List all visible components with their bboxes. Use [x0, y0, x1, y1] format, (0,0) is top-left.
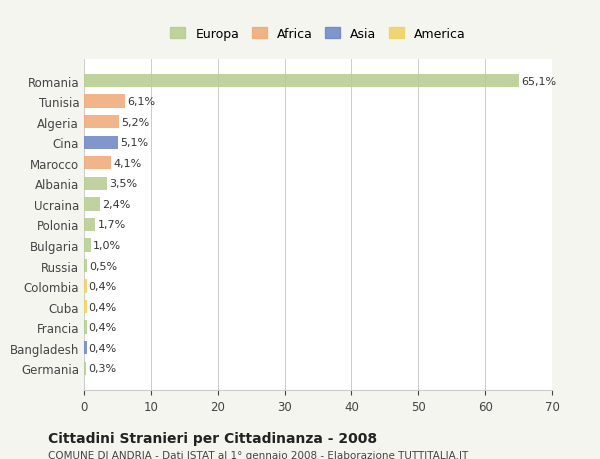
- Bar: [84, 116, 119, 129]
- Text: 5,1%: 5,1%: [120, 138, 148, 148]
- Bar: [84, 95, 125, 108]
- Bar: [84, 177, 107, 190]
- Bar: [84, 321, 86, 334]
- Text: 65,1%: 65,1%: [521, 76, 556, 86]
- Bar: [84, 362, 86, 375]
- Bar: [84, 218, 95, 232]
- Text: Cittadini Stranieri per Cittadinanza - 2008: Cittadini Stranieri per Cittadinanza - 2…: [48, 431, 377, 445]
- Text: 1,0%: 1,0%: [92, 241, 121, 251]
- Text: 1,7%: 1,7%: [97, 220, 125, 230]
- Bar: [84, 157, 112, 170]
- Bar: [84, 300, 86, 313]
- Bar: [84, 341, 86, 355]
- Text: 0,5%: 0,5%: [89, 261, 118, 271]
- Legend: Europa, Africa, Asia, America: Europa, Africa, Asia, America: [166, 23, 470, 46]
- Text: COMUNE DI ANDRIA - Dati ISTAT al 1° gennaio 2008 - Elaborazione TUTTITALIA.IT: COMUNE DI ANDRIA - Dati ISTAT al 1° genn…: [48, 450, 468, 459]
- Text: 0,4%: 0,4%: [89, 343, 117, 353]
- Text: 0,4%: 0,4%: [89, 323, 117, 332]
- Bar: [84, 75, 519, 88]
- Text: 0,4%: 0,4%: [89, 302, 117, 312]
- Bar: [84, 259, 88, 273]
- Bar: [84, 136, 118, 150]
- Text: 0,3%: 0,3%: [88, 364, 116, 374]
- Text: 4,1%: 4,1%: [113, 158, 142, 168]
- Text: 2,4%: 2,4%: [102, 199, 130, 209]
- Bar: [84, 198, 100, 211]
- Text: 3,5%: 3,5%: [109, 179, 137, 189]
- Text: 6,1%: 6,1%: [127, 97, 155, 107]
- Text: 0,4%: 0,4%: [89, 281, 117, 291]
- Bar: [84, 280, 86, 293]
- Text: 5,2%: 5,2%: [121, 118, 149, 127]
- Bar: [84, 239, 91, 252]
